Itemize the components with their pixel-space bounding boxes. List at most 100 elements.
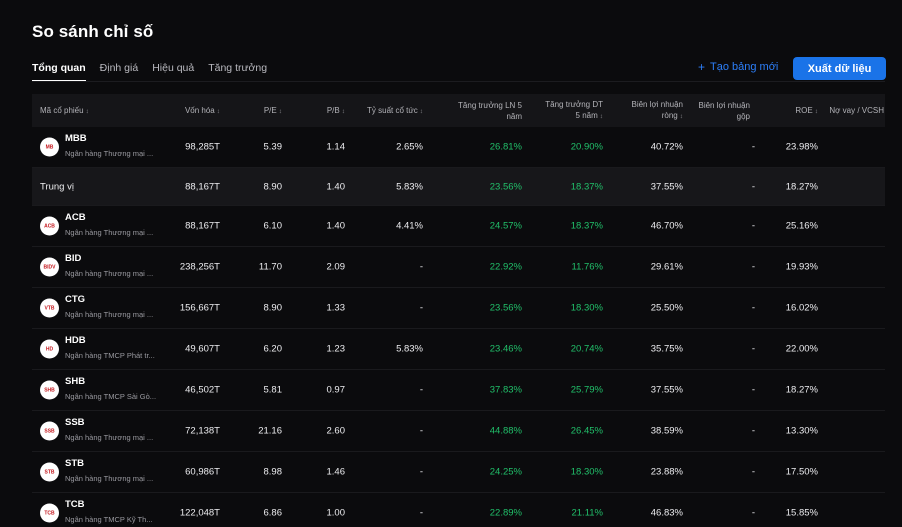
table-row[interactable]: HD HDB Ngân hàng TMCP Phát tr... 49,607T 6.2…	[32, 329, 885, 370]
create-table-label: Tạo bảng mới	[710, 61, 779, 73]
company-name: Ngân hàng Thương mại ...	[65, 269, 154, 278]
table-row[interactable]: MB MBB Ngân hàng Thương mại ... 98,285T 5.39…	[32, 127, 885, 168]
table-row[interactable]: TCB TCB Ngân hàng TMCP Kỹ Th... 122,048T 6.8…	[32, 493, 885, 527]
cell-pe: 11.70	[258, 261, 282, 273]
cell-gross-margin: -	[751, 261, 755, 273]
ticker-symbol[interactable]: HDB	[65, 335, 86, 346]
header-pb[interactable]: P/B ↕	[326, 105, 345, 115]
cell-rev-growth: 11.76%	[571, 261, 603, 273]
cell-pe: 5.39	[263, 141, 283, 153]
company-logo: STB	[40, 462, 59, 482]
cell-pe: 6.10	[263, 220, 283, 232]
cell-np-growth: 24.25%	[489, 466, 522, 478]
cell-roe: 16.02%	[785, 302, 818, 314]
ticker-symbol[interactable]: TCB	[65, 499, 85, 510]
cell-net-margin: 38.59%	[650, 425, 683, 437]
cell-rev-growth: 21.11%	[571, 507, 603, 519]
cell-mcap: 60,986T	[185, 466, 220, 478]
table-row[interactable]: VTB CTG Ngân hàng Thương mại ... 156,667T 8.…	[32, 288, 885, 329]
cell-np-growth: 22.92%	[489, 261, 522, 273]
cell-roe: 19.93%	[785, 261, 818, 273]
sort-icon: ↕	[341, 107, 345, 115]
cell-rev-growth: 20.74%	[570, 343, 603, 355]
header-ticker[interactable]: Mã cổ phiếu ↕	[40, 105, 89, 115]
ticker-symbol[interactable]: SHB	[65, 376, 86, 387]
cell-pe: 21.16	[258, 425, 282, 437]
tab-divider	[32, 81, 885, 82]
cell-rev-growth: 26.45%	[570, 425, 603, 437]
cell-pb: 2.60	[326, 425, 346, 437]
cell-roe: 17.50%	[785, 466, 818, 478]
company-name: Ngân hàng TMCP Sài Gò...	[65, 392, 157, 401]
table-row[interactable]: SHB SHB Ngân hàng TMCP Sài Gò... 46,502T 5.8…	[32, 370, 885, 411]
export-data-button[interactable]: Xuất dữ liệu	[793, 57, 886, 80]
company-logo: VTB	[40, 298, 59, 318]
header-roe[interactable]: ROE ↕	[795, 105, 818, 115]
ticker-symbol[interactable]: MBB	[65, 133, 87, 144]
header-profit-growth[interactable]: Tăng trưởng LN 5 năm	[458, 100, 522, 121]
create-table-button[interactable]: + Tạo bảng mới	[698, 61, 778, 73]
header-mcap[interactable]: Vốn hóa ↕	[184, 105, 220, 115]
cell-rev-growth: 18.37%	[570, 181, 603, 192]
median-label: Trung vị	[40, 181, 74, 192]
table-row[interactable]: ACB ACB Ngân hàng Thương mại ... 88,167T 6.1…	[32, 206, 885, 247]
company-name: Ngân hàng Thương mại ...	[65, 149, 154, 158]
median-row: Trung vị 88,167T 8.90 1.40 5.83% 23.56% 18.37%…	[32, 168, 885, 206]
company-logo: SSB	[40, 421, 59, 441]
cell-gross-margin: -	[751, 425, 755, 437]
sort-icon: ↕	[599, 113, 603, 120]
sort-icon: ↕	[278, 107, 282, 115]
company-name: Ngân hàng Thương mại ...	[65, 310, 154, 319]
cell-pb: 1.23	[326, 343, 346, 355]
header-pe[interactable]: P/E ↕	[263, 105, 282, 115]
company-name: Ngân hàng Thương mại ...	[65, 228, 154, 237]
cell-yield: -	[419, 384, 423, 396]
cell-yield: 4.41%	[396, 220, 423, 232]
cell-yield: -	[419, 425, 423, 437]
cell-pb: 1.00	[326, 507, 346, 519]
header-revenue-growth[interactable]: Tăng trưởng DT 5 năm ↕	[545, 100, 603, 120]
tab-bar: Tổng quan Định giá Hiệu quả Tăng trưởng	[32, 62, 267, 82]
company-name: Ngân hàng TMCP Kỹ Th...	[65, 515, 153, 524]
page-title: So sánh chỉ số	[32, 22, 154, 41]
tab-growth[interactable]: Tăng trưởng	[208, 62, 268, 74]
cell-np-growth: 23.56%	[489, 302, 522, 314]
cell-mcap: 49,607T	[185, 343, 220, 355]
cell-pb: 1.40	[326, 220, 346, 232]
header-debt-equity[interactable]: Nợ vay / VCSH	[829, 106, 884, 115]
ticker-symbol[interactable]: STB	[65, 458, 84, 469]
cell-np-growth: 26.81%	[489, 141, 522, 153]
cell-pe: 8.98	[263, 466, 283, 478]
cell-net-margin: 37.55%	[650, 181, 683, 192]
cell-np-growth: 44.88%	[489, 425, 522, 437]
ticker-symbol[interactable]: CTG	[65, 294, 86, 305]
cell-rev-growth: 20.90%	[570, 141, 603, 153]
ticker-symbol[interactable]: SSB	[65, 417, 85, 428]
sort-icon: ↕	[85, 107, 89, 115]
tab-valuation[interactable]: Định giá	[99, 62, 139, 74]
tab-efficiency[interactable]: Hiệu quả	[152, 62, 195, 74]
table-body: MB MBB Ngân hàng Thương mại ... 98,285T 5.39…	[32, 127, 885, 527]
cell-pb: 1.33	[326, 302, 346, 314]
header-gross-margin[interactable]: Biên lợi nhuận gộp	[698, 100, 750, 121]
cell-gross-margin: -	[751, 384, 755, 396]
tab-overview[interactable]: Tổng quan	[32, 62, 86, 82]
cell-gross-margin: -	[751, 220, 755, 232]
cell-pe: 6.86	[263, 507, 283, 519]
ticker-symbol[interactable]: BID	[65, 253, 82, 264]
header-dividend-yield[interactable]: Tỷ suất cổ tức ↕	[367, 105, 423, 115]
cell-rev-growth: 25.79%	[570, 384, 603, 396]
ticker-symbol[interactable]: ACB	[65, 212, 86, 223]
table-row[interactable]: STB STB Ngân hàng Thương mại ... 60,986T 8.9…	[32, 452, 885, 493]
cell-net-margin: 29.61%	[650, 261, 683, 273]
cell-rev-growth: 18.30%	[570, 302, 603, 314]
cell-pe: 6.20	[263, 343, 283, 355]
cell-net-margin: 37.55%	[650, 384, 683, 396]
sort-icon: ↕	[216, 107, 220, 115]
table-row[interactable]: BIDV BID Ngân hàng Thương mại ... 238,256T 1…	[32, 247, 885, 288]
cell-net-margin: 40.72%	[650, 141, 683, 153]
cell-roe: 18.27%	[785, 384, 818, 396]
header-net-margin[interactable]: Biên lợi nhuận ròng ↕	[631, 100, 683, 120]
company-name: Ngân hàng Thương mại ...	[65, 433, 154, 442]
table-row[interactable]: SSB SSB Ngân hàng Thương mại ... 72,138T 21.…	[32, 411, 885, 452]
